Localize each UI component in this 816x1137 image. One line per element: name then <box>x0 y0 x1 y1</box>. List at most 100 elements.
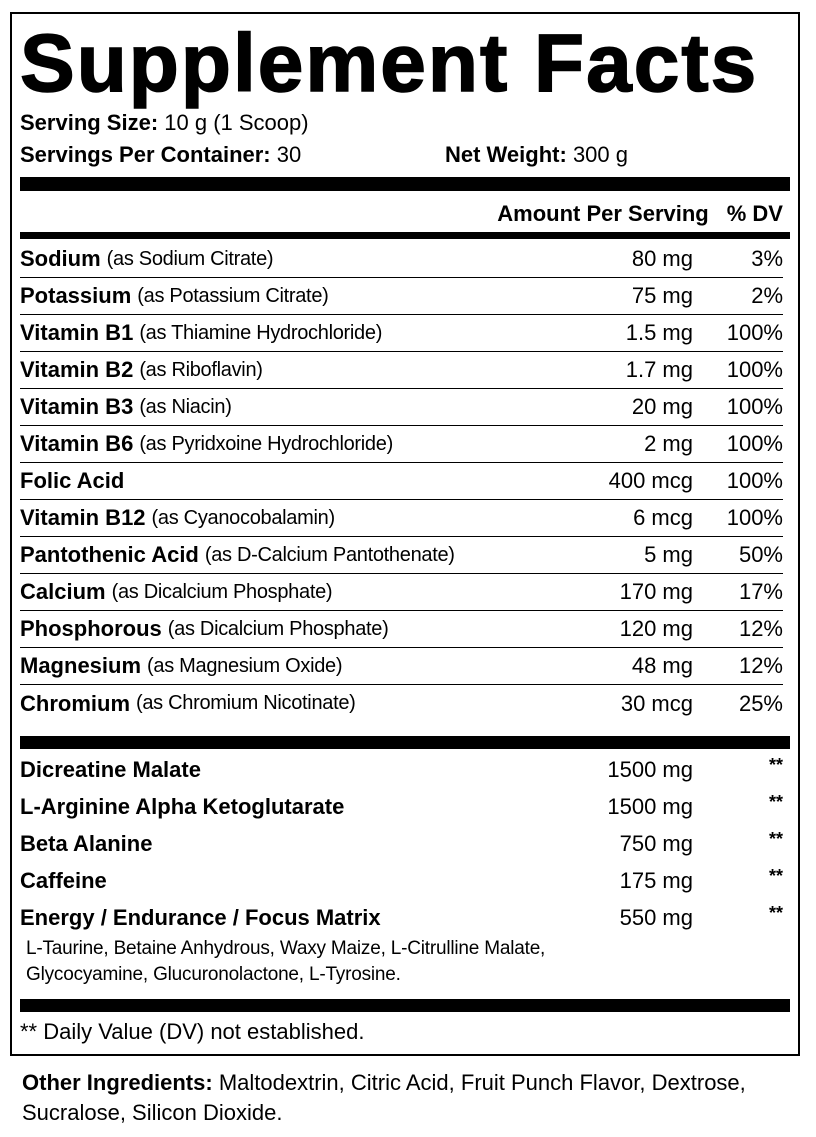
nutrient-name: Magnesium <box>20 653 142 678</box>
nutrient-dv: 3% <box>751 246 783 271</box>
nutrient-source: (as Riboflavin) <box>139 358 263 381</box>
nutrient-source: (as Chromium Nicotinate) <box>136 692 356 714</box>
panel-title: Supplement Facts <box>19 17 759 110</box>
nutrient-source: (as Sodium Citrate) <box>106 247 274 270</box>
nutrient-name: Vitamin B3 <box>20 394 134 419</box>
nutrient-row: Vitamin B2 (as Riboflavin) 1.7 mg 100% <box>20 352 783 389</box>
ingredient-dv: ** <box>768 755 783 775</box>
nutrient-dv: 50% <box>738 542 783 567</box>
nutrient-amount: 6 mcg <box>633 505 693 530</box>
nutrient-amount: 120 mg <box>619 616 693 641</box>
ingredient-dv: ** <box>768 829 783 849</box>
other-item: Energy / Endurance / Focus Matrix 550 mg *… <box>20 899 783 988</box>
nutrient-dv: 17% <box>738 579 783 604</box>
other-ingredients-value: Maltodextrin, Citric Acid, Fruit Punch F… <box>22 1070 746 1125</box>
ingredient-name: Beta Alanine <box>20 830 153 856</box>
ingredient-name: Energy / Endurance / Focus Matrix <box>20 904 381 930</box>
ingredient-row: Beta Alanine 750 mg ** <box>20 825 783 862</box>
nutrient-row: Vitamin B12 (as Cyanocobalamin) 6 mcg 100% <box>20 500 783 537</box>
nutrient-source: (as Potassium Citrate) <box>137 284 329 307</box>
nutrient-amount: 20 mg <box>631 394 693 419</box>
nutrient-amount: 170 mg <box>619 579 693 604</box>
nutrient-row: Vitamin B6 (as Pyridxoine Hydrochloride) 2… <box>20 426 783 463</box>
nutrient-row: Magnesium (as Magnesium Oxide) 48 mg 12% <box>20 648 783 685</box>
serving-size-value: 10 g (1 Scoop) <box>164 110 309 135</box>
supplement-facts-panel: Supplement Facts Serving Size: 10 g (1 S… <box>10 12 800 1056</box>
nutrient-dv: 100% <box>726 431 783 456</box>
nutrient-name: Folic Acid <box>20 468 125 493</box>
nutrient-amount: 80 mg <box>631 246 693 271</box>
net-weight-label: Net Weight: <box>445 142 567 167</box>
other-ingredients-label: Other Ingredients: <box>22 1070 213 1095</box>
servings-line: Servings Per Container: 30 Net Weight: 3… <box>20 142 806 168</box>
net-weight: Net Weight: 300 g <box>445 142 628 168</box>
nutrient-name: Vitamin B1 <box>20 320 134 345</box>
ingredient-row: Energy / Endurance / Focus Matrix 550 mg *… <box>20 899 783 936</box>
nutrient-name: Chromium <box>20 690 130 716</box>
ingredient-name: Dicreatine Malate <box>20 756 201 782</box>
nutrient-amount: 1.5 mg <box>625 320 693 345</box>
ingredient-amount: 1500 mg <box>607 756 693 782</box>
divider-medium <box>20 232 790 239</box>
nutrient-dv: 100% <box>726 357 783 382</box>
nutrient-source: (as Dicalcium Phosphate) <box>111 580 333 603</box>
nutrient-row: Pantothenic Acid (as D-Calcium Pantothena… <box>20 537 783 574</box>
ingredient-name: Caffeine <box>20 867 107 893</box>
nutrient-name: Phosphorous <box>20 616 162 641</box>
nutrient-dv: 12% <box>738 616 783 641</box>
ingredient-dv: ** <box>768 792 783 812</box>
nutrient-dv: 100% <box>726 505 783 530</box>
other-item: L-Arginine Alpha Ketoglutarate 1500 mg ** <box>20 788 783 825</box>
nutrient-name: Vitamin B12 <box>20 505 146 530</box>
nutrient-row: Sodium (as Sodium Citrate) 80 mg 3% <box>20 241 783 278</box>
nutrient-name: Calcium <box>20 579 106 604</box>
nutrient-list: Sodium (as Sodium Citrate) 80 mg 3% Potassiu… <box>20 241 783 722</box>
servings-per-container-value: 30 <box>276 142 302 167</box>
ingredient-row: Caffeine 175 mg ** <box>20 862 783 899</box>
nutrient-row: Chromium (as Chromium Nicotinate) 30 mcg 25… <box>20 685 783 722</box>
ingredient-amount: 750 mg <box>619 830 693 856</box>
ingredient-amount: 1500 mg <box>607 793 693 819</box>
nutrient-name: Sodium <box>20 246 101 271</box>
nutrient-amount: 48 mg <box>631 653 693 678</box>
nutrient-name: Vitamin B2 <box>20 357 134 382</box>
dv-header: % DV <box>726 201 783 226</box>
divider-thick <box>20 999 790 1012</box>
nutrient-amount: 1.7 mg <box>625 357 693 382</box>
other-ingredients-list: Dicreatine Malate 1500 mg ** L-Arginine Alp… <box>20 751 783 988</box>
nutrient-source: (as Cyanocobalamin) <box>151 506 336 529</box>
column-header: Amount Per Serving % DV <box>20 198 783 230</box>
ingredient-amount: 550 mg <box>619 904 693 930</box>
nutrient-source: (as Thiamine Hydrochloride) <box>139 321 383 344</box>
matrix-line: Glycocyamine, Glucuronolactone, L-Tyrosi… <box>26 964 401 985</box>
other-item: Dicreatine Malate 1500 mg ** <box>20 751 783 788</box>
nutrient-amount: 75 mg <box>631 283 693 308</box>
nutrient-dv: 100% <box>726 394 783 419</box>
nutrient-row: Potassium (as Potassium Citrate) 75 mg 2% <box>20 278 783 315</box>
ingredient-row: Dicreatine Malate 1500 mg ** <box>20 751 783 788</box>
net-weight-value: 300 g <box>572 142 628 167</box>
servings-per-container-label: Servings Per Container: <box>20 142 271 167</box>
nutrient-dv: 2% <box>751 283 783 308</box>
nutrient-dv: 12% <box>738 653 783 678</box>
divider-thick <box>20 177 790 191</box>
serving-size: Serving Size: 10 g (1 Scoop) <box>20 110 309 136</box>
nutrient-row: Phosphorous (as Dicalcium Phosphate) 120 m… <box>20 611 783 648</box>
nutrient-source: (as Pyridxoine Hydrochloride) <box>139 432 393 455</box>
nutrient-name: Vitamin B6 <box>20 431 134 456</box>
divider-thick <box>20 736 790 749</box>
nutrient-dv: 100% <box>726 320 783 345</box>
amount-header: Amount Per Serving <box>497 201 709 226</box>
nutrient-dv: 25% <box>738 690 783 716</box>
ingredient-name: L-Arginine Alpha Ketoglutarate <box>20 793 345 819</box>
nutrient-amount: 30 mcg <box>620 690 693 716</box>
nutrient-amount: 5 mg <box>644 542 693 567</box>
ingredient-dv: ** <box>768 866 783 886</box>
nutrient-source: (as D-Calcium Pantothenate) <box>204 543 455 566</box>
nutrient-row: Calcium (as Dicalcium Phosphate) 170 mg 17% <box>20 574 783 611</box>
nutrient-source: (as Magnesium Oxide) <box>147 654 343 677</box>
footnote: ** Daily Value (DV) not established. <box>20 1019 365 1044</box>
nutrient-name: Potassium <box>20 283 132 308</box>
nutrient-row: Vitamin B3 (as Niacin) 20 mg 100% <box>20 389 783 426</box>
nutrient-source: (as Dicalcium Phosphate) <box>167 617 389 640</box>
